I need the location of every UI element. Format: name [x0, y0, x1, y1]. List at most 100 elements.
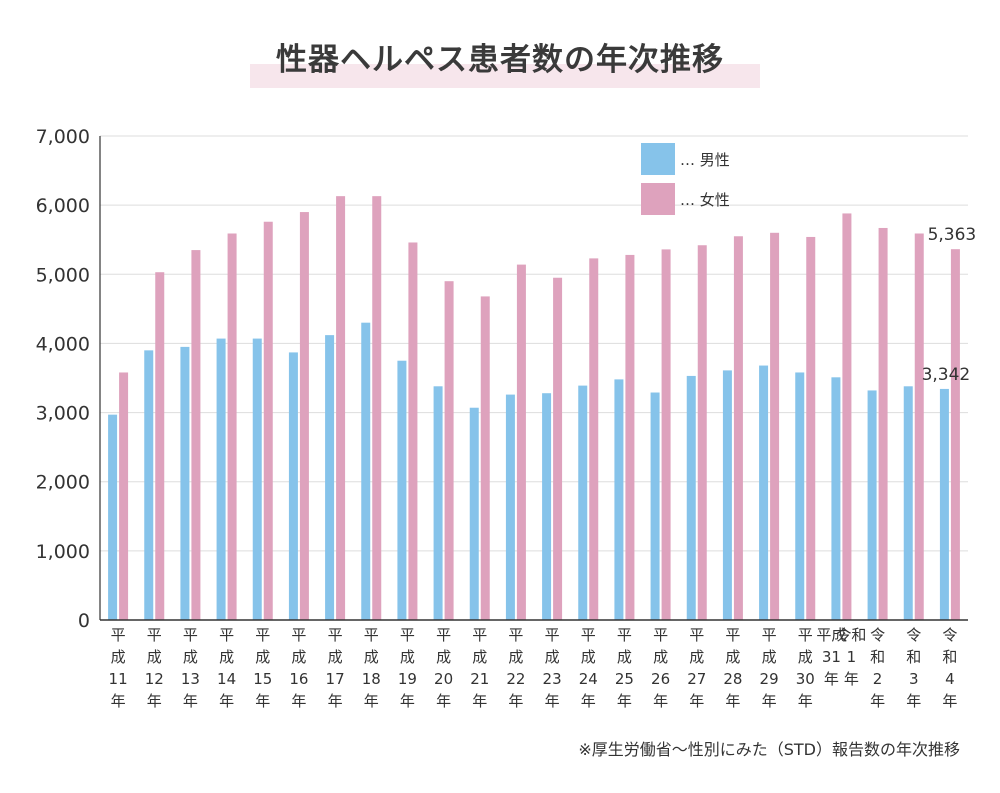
x-category-label: 1 [847, 648, 857, 666]
x-category-label: 年 [725, 692, 740, 710]
x-category-label: 年 [906, 692, 921, 710]
x-category-label: 成 [219, 648, 234, 666]
x-category-label: 年 [617, 692, 632, 710]
x-category-label: 年 [364, 692, 379, 710]
x-category-label: 平 [689, 626, 704, 644]
x-category-label: 17 [326, 670, 345, 688]
bar-female [263, 221, 273, 621]
x-category-label: 成 [111, 648, 126, 666]
legend: … 男性 … 女性 [641, 143, 730, 215]
x-category-label: 平 [328, 626, 343, 644]
bar-female [191, 250, 201, 621]
x-category-label: 平成 [816, 626, 846, 644]
x-category-label: 令 [870, 626, 885, 644]
bar-female [155, 272, 165, 620]
legend-swatch-male [641, 143, 675, 175]
x-category-label: 平 [400, 626, 415, 644]
x-category-label: 18 [362, 670, 381, 688]
bar-male [325, 335, 335, 620]
bar-female [372, 196, 382, 620]
bar-male [180, 346, 190, 620]
x-category-label: 4 [945, 670, 955, 688]
x-category-label: 26 [651, 670, 670, 688]
bar-male [144, 350, 154, 620]
x-category-label: 成 [508, 648, 523, 666]
bar-female [227, 233, 237, 620]
bar-female [878, 227, 888, 620]
data-label: 5,363 [928, 225, 977, 245]
title-highlight [250, 64, 760, 88]
y-tick-label: 3,000 [36, 403, 90, 425]
bar-male [759, 365, 769, 620]
x-category-label: 年 [798, 692, 813, 710]
x-category-label: 21 [470, 670, 489, 688]
x-category-label: 成 [183, 648, 198, 666]
x-category-label: 12 [145, 670, 164, 688]
x-category-label: 平 [436, 626, 451, 644]
x-category-label: 平 [364, 626, 379, 644]
legend-label: … 男性 [680, 151, 730, 169]
grid-lines [100, 135, 968, 621]
bar-female [336, 196, 346, 620]
x-category-label: 年 [183, 692, 198, 710]
bar-male [614, 379, 624, 620]
x-category-label: 成 [472, 648, 487, 666]
bar-male [469, 407, 479, 620]
bar-female [553, 277, 563, 620]
bar-male [578, 385, 588, 620]
x-category-label: 平 [472, 626, 487, 644]
x-category-label: 年 [472, 692, 487, 710]
x-category-label: 年 [508, 692, 523, 710]
x-category-label: 平 [617, 626, 632, 644]
x-category-label: 年 [824, 670, 839, 688]
bar-male [252, 338, 262, 620]
bar-male [867, 390, 877, 620]
y-tick-label: 7,000 [36, 126, 90, 148]
data-label: 3,342 [922, 365, 971, 385]
x-category-label: 年 [436, 692, 451, 710]
bar-male [686, 375, 696, 620]
bar-female [299, 212, 309, 621]
x-category-label: 成 [653, 648, 668, 666]
legend-label: … 女性 [680, 191, 730, 209]
data-labels: 3,342 5,363 [922, 225, 977, 385]
x-category-label: 成 [364, 648, 379, 666]
bar-male [361, 322, 371, 620]
x-category-label: 27 [687, 670, 706, 688]
bars [108, 196, 960, 621]
x-category-label: 年 [870, 692, 885, 710]
x-category-label: 年 [255, 692, 270, 710]
x-category-label: 年 [291, 692, 306, 710]
bar-male [939, 388, 949, 620]
x-category-label: 成 [255, 648, 270, 666]
x-category-label: 平 [653, 626, 668, 644]
x-category-label: 23 [543, 670, 562, 688]
x-category-label: 和 [906, 648, 921, 666]
bar-male [505, 394, 515, 620]
x-category-label: 24 [579, 670, 598, 688]
y-tick-label: 1,000 [36, 541, 90, 563]
bar-female [589, 258, 599, 620]
x-axis: 平成11年平成12年平成13年平成14年平成15年平成16年平成17年平成18年… [100, 619, 968, 710]
x-category-label: 11 [109, 670, 128, 688]
x-category-label: 平 [255, 626, 270, 644]
x-category-label: 3 [909, 670, 919, 688]
bar-female [770, 232, 780, 621]
x-category-label: 22 [506, 670, 525, 688]
x-category-label: 令和 [836, 626, 866, 644]
x-category-label: 成 [328, 648, 343, 666]
y-tick-label: 6,000 [36, 195, 90, 217]
bar-female [842, 213, 852, 620]
bar-female [806, 236, 816, 620]
x-category-label: 年 [545, 692, 560, 710]
bar-female [914, 233, 924, 620]
x-category-label: 14 [217, 670, 236, 688]
bar-male [288, 352, 298, 620]
x-category-label: 成 [725, 648, 740, 666]
bar-male [433, 386, 443, 620]
bar-female [697, 245, 707, 620]
bar-female [444, 281, 454, 620]
x-category-label: 30 [796, 670, 815, 688]
x-category-label: 13 [181, 670, 200, 688]
x-category-label: 年 [762, 692, 777, 710]
